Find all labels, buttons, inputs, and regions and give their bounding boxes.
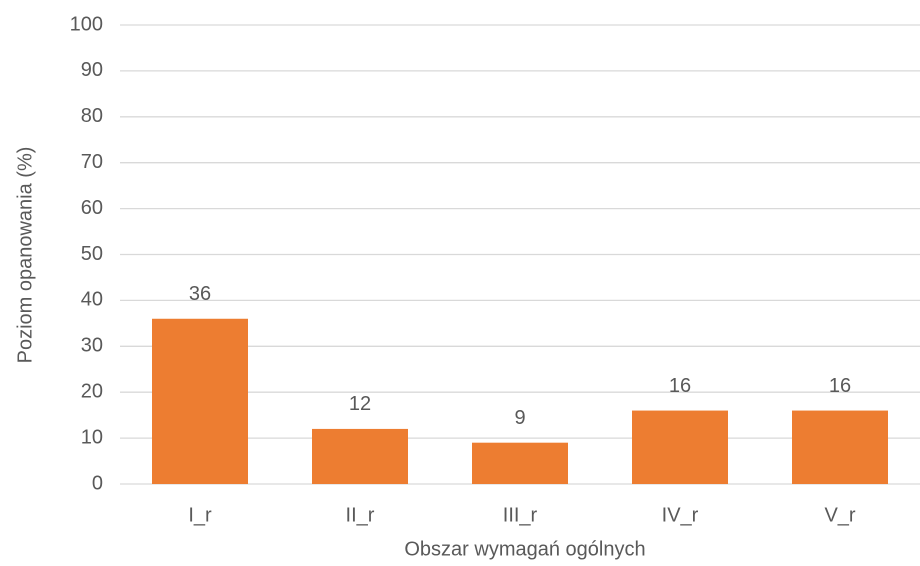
y-tick-label: 100 [70,13,103,35]
data-label: 12 [349,393,371,415]
data-label: 16 [669,375,691,397]
y-tick-label: 70 [81,151,103,173]
y-tick-label: 60 [81,197,103,219]
bar [312,428,408,484]
y-tick-label: 10 [81,426,103,448]
y-tick-label: 50 [81,243,103,265]
y-tick-label: 90 [81,59,103,81]
y-tick-label: 30 [81,335,103,357]
y-tick-label: 0 [92,472,103,494]
y-tick-label: 20 [81,380,103,402]
y-tick-label: 80 [81,105,103,127]
bar [792,410,888,484]
x-tick-label: II_r [346,504,375,526]
bar [152,318,248,484]
x-tick-label: V_r [824,504,855,526]
data-label: 36 [189,283,211,305]
bar [472,442,568,484]
x-tick-label: III_r [503,504,538,526]
x-tick-label: I_r [188,504,212,526]
y-tick-label: 40 [81,289,103,311]
y-axis-title: Poziom opanowania (%) [14,147,36,364]
bar [632,410,728,484]
x-tick-label: IV_r [662,504,699,526]
data-label: 9 [514,407,525,429]
data-label: 16 [829,375,851,397]
x-axis-title: Obszar wymagań ogólnych [404,538,645,560]
